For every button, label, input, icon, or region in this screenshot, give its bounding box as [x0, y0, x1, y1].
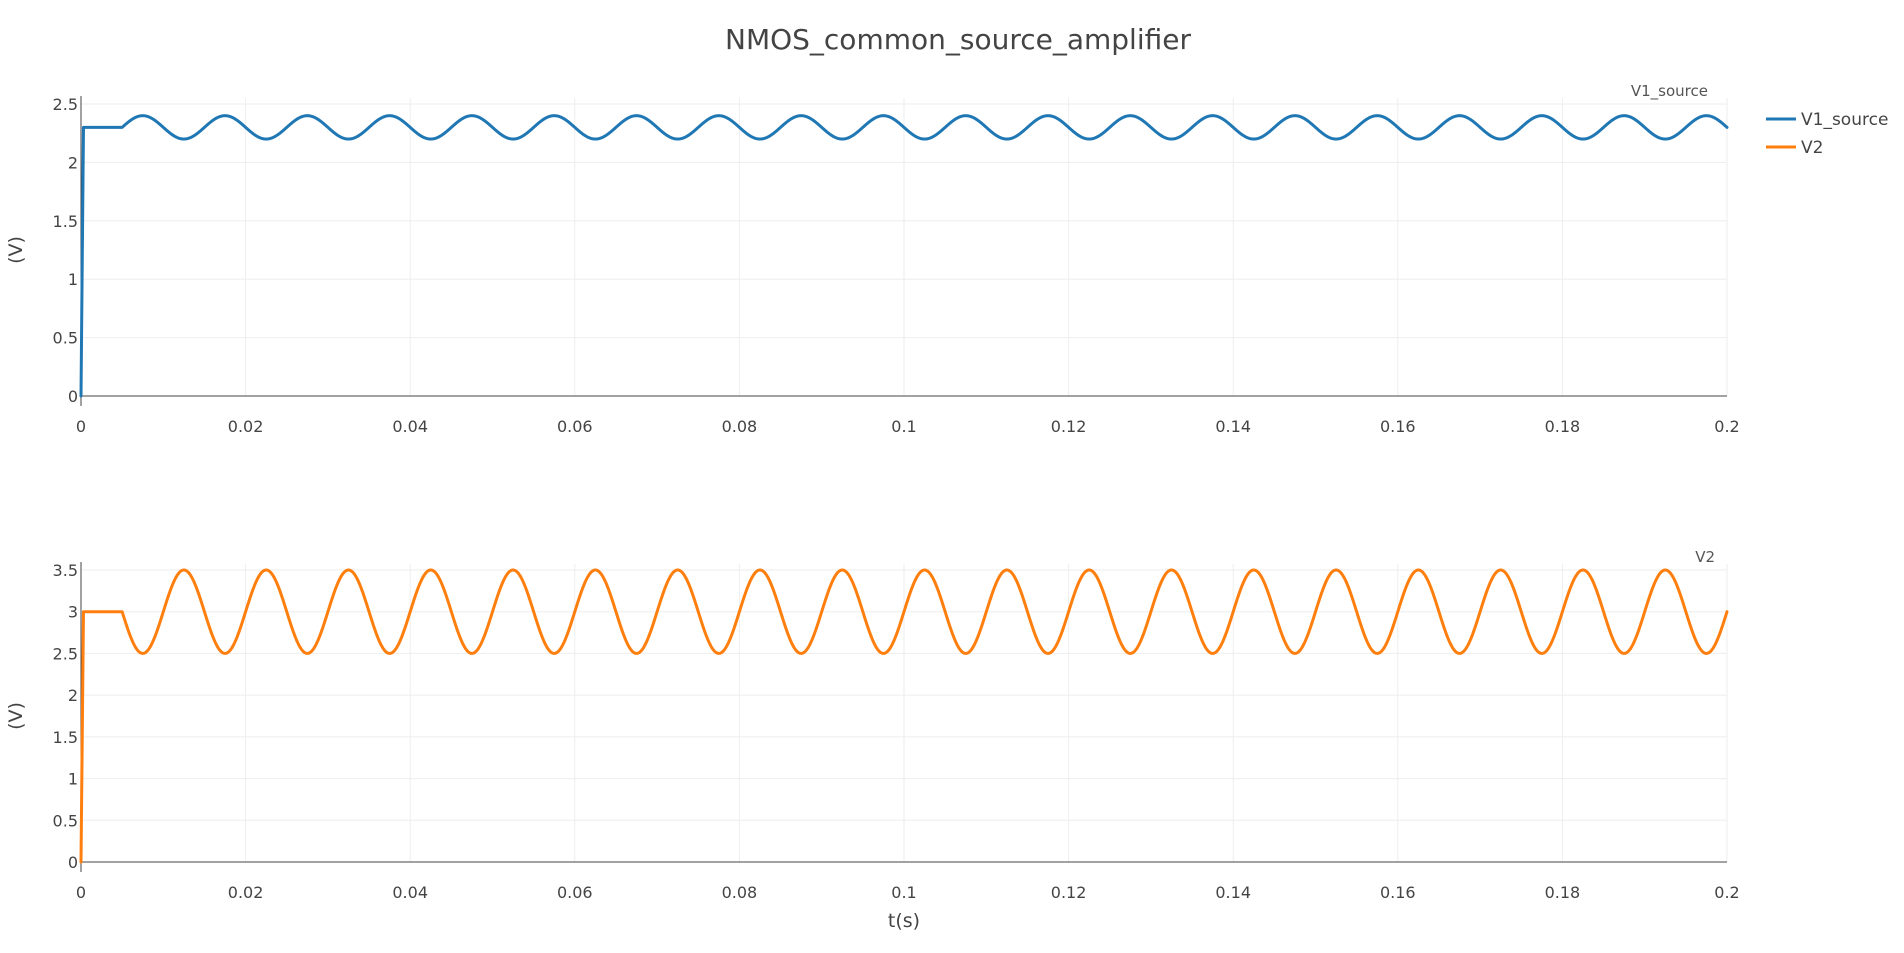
- y-tick-label: 2.5: [53, 644, 78, 663]
- plots-group: 0 0.02 0.04 0.06 0.08 0.1 0.12 0.14 0.16 0.18 0.20…: [5, 82, 1740, 932]
- x-tick-label: 0.12: [1051, 417, 1087, 436]
- x-tick-label: 0.04: [392, 417, 428, 436]
- y-tick-label: 1.5: [53, 212, 78, 231]
- x-tick-label: 0.06: [557, 417, 593, 436]
- x-tick-label: 0.02: [228, 417, 264, 436]
- y-tick-label: 0.5: [53, 811, 78, 830]
- y-tick-label: 2: [68, 153, 78, 172]
- x-tick-label: 0.12: [1051, 883, 1087, 902]
- x-tick-label: 0.18: [1545, 417, 1581, 436]
- x-tick-label: 0.02: [228, 883, 264, 902]
- legend-label: V2: [1801, 138, 1823, 158]
- x-tick-label: 0: [76, 417, 86, 436]
- x-tick-label: 0.04: [392, 883, 428, 902]
- legend-label: V1_source: [1801, 110, 1888, 130]
- y-tick-label: 1: [68, 770, 78, 789]
- subplot-1: 0 0.02 0.04 0.06 0.08 0.1 0.12 0.14 0.16 0.18 0.2 0…: [5, 82, 1740, 436]
- legend: V1_source V2: [1766, 110, 1888, 158]
- legend-item[interactable]: V2: [1766, 138, 1823, 158]
- y-tick-label: 1.5: [53, 728, 78, 747]
- subplot-2: 0 0.02 0.04 0.06 0.08 0.1 0.12 0.14 0.16 0.18 0.2 0…: [5, 548, 1740, 932]
- y-tick-label: 0.5: [53, 329, 78, 348]
- y-tick-label: 3.5: [53, 561, 78, 580]
- x-tick-label: 0.18: [1545, 883, 1581, 902]
- x-tick-label: 0.06: [557, 883, 593, 902]
- y-tick-label: 2.5: [53, 95, 78, 114]
- y-tick-label: 1: [68, 270, 78, 289]
- y-tick-label: 0: [68, 387, 78, 406]
- y-axis-title: (V): [5, 702, 27, 730]
- x-tick-label: 0.2: [1714, 883, 1739, 902]
- legend-item[interactable]: V1_source: [1766, 110, 1888, 130]
- x-tick-label: 0.14: [1215, 417, 1251, 436]
- x-tick-label: 0.1: [891, 417, 916, 436]
- x-tick-label: 0.2: [1714, 417, 1739, 436]
- y-axis-title: (V): [5, 236, 27, 264]
- chart-title: NMOS_common_source_amplifier: [725, 23, 1191, 56]
- series-line-V2: [79, 568, 1729, 864]
- series-line-V1_source: [79, 114, 1729, 398]
- y-tick-label: 3: [68, 603, 78, 622]
- x-tick-label: 0.08: [722, 417, 758, 436]
- y-tick-label: 0: [68, 853, 78, 872]
- x-tick-label: 0.08: [722, 883, 758, 902]
- subplot-title: V1_source: [1631, 82, 1708, 101]
- x-tick-label: 0.1: [891, 883, 916, 902]
- x-tick-label: 0.16: [1380, 883, 1416, 902]
- subplot-title: V2: [1695, 548, 1715, 566]
- x-tick-label: 0: [76, 883, 86, 902]
- x-tick-label: 0.14: [1215, 883, 1251, 902]
- x-tick-label: 0.16: [1380, 417, 1416, 436]
- x-axis-title: t(s): [888, 910, 920, 932]
- y-tick-label: 2: [68, 686, 78, 705]
